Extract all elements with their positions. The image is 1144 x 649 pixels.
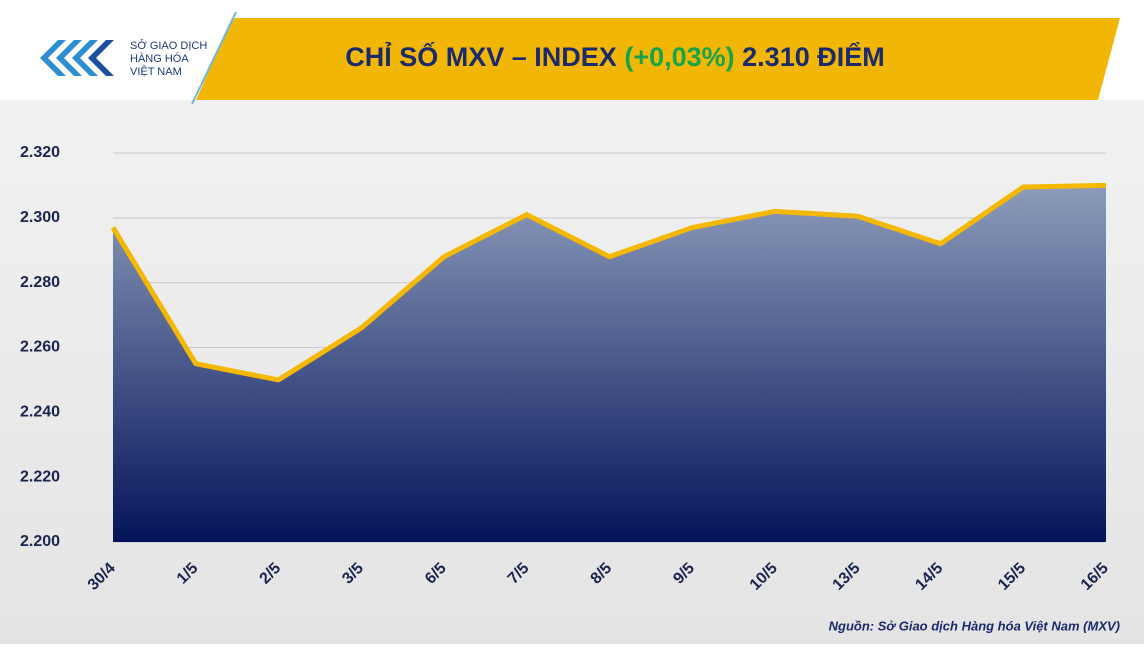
logo-icon — [40, 40, 98, 76]
title-text: 2.310 ĐIỂM — [742, 41, 885, 72]
title-text: CHỈ SỐ MXV – INDEX — [345, 40, 617, 72]
area — [113, 185, 1106, 542]
line — [110, 182, 1107, 383]
y-tick-label: 2.320 — [20, 144, 60, 161]
logo-text: HÀNG HÓA — [130, 52, 189, 65]
title-change: (+0,03%) — [624, 42, 734, 72]
y-tick-label: 2.260 — [20, 339, 60, 356]
logo-divider — [191, 11, 237, 105]
logo-icon — [88, 40, 114, 76]
source: Nguồn: Sở Giao dịch Hàng hóa Việt Nam (M… — [829, 618, 1120, 633]
y-tick-label: 2.240 — [20, 404, 60, 421]
logo: SỞ GIAO DỊCH HÀNG HÓA VIỆT NAM — [40, 39, 207, 78]
y-tick-label: 2.280 — [20, 274, 60, 291]
chart-title: CHỈ SỐ MXV – INDEX (+0,03%) 2.310 ĐIỂM — [345, 40, 884, 72]
title-band — [196, 18, 1120, 100]
y-tick-label: 2.200 — [20, 533, 60, 550]
logo-text: SỞ GIAO DỊCH — [130, 39, 207, 52]
y-tick-label: 2.300 — [20, 209, 60, 226]
logo-text: VIỆT NAM — [130, 65, 182, 78]
y-tick-label: 2.220 — [20, 468, 60, 485]
